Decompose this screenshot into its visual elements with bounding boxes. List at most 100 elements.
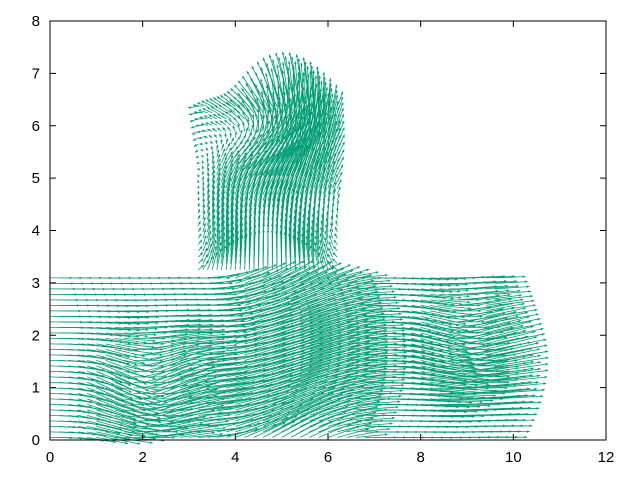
- vector-arrowhead: [153, 437, 156, 440]
- vector-arrowhead: [210, 146, 214, 149]
- vector-arrow: [68, 387, 105, 394]
- vector-arrowhead: [248, 143, 252, 147]
- vector-arrowhead: [234, 84, 237, 88]
- vector-arrowhead: [189, 119, 193, 122]
- vector-arrow: [420, 376, 479, 386]
- vector-arrow: [327, 152, 337, 176]
- vector-arrowhead: [213, 97, 217, 101]
- vector-arrow: [86, 376, 124, 390]
- vector-arrow: [485, 320, 532, 334]
- vector-arrow: [411, 349, 464, 363]
- vector-arrow: [485, 336, 538, 350]
- vector-arrowhead: [530, 354, 534, 357]
- vector-arrow: [337, 400, 381, 411]
- vector-arrow: [300, 354, 351, 372]
- vector-arrowhead: [497, 374, 501, 378]
- vector-arrow: [256, 61, 278, 107]
- vector-arrowhead: [215, 144, 219, 148]
- vector-arrow: [346, 277, 382, 284]
- vector-arrowhead: [125, 441, 128, 445]
- vector-arrow: [304, 149, 318, 189]
- vector-arrow: [226, 90, 245, 107]
- y-tick-label: 0: [32, 432, 40, 449]
- vector-arrowhead: [378, 395, 382, 398]
- vector-arrowhead: [246, 71, 250, 75]
- vector-arrowhead: [157, 416, 161, 419]
- vector-arrow: [281, 397, 323, 416]
- vector-arrowhead: [134, 355, 138, 359]
- vector-arrowhead: [480, 400, 483, 404]
- vector-arrow: [258, 134, 280, 164]
- vector-arrow: [211, 251, 218, 270]
- vector-arrow: [305, 242, 310, 270]
- vector-arrowhead: [193, 110, 197, 114]
- vector-arrow: [281, 80, 284, 132]
- vector-arrowhead: [380, 389, 384, 392]
- vector-arrow: [485, 275, 516, 279]
- vector-arrow: [221, 214, 225, 239]
- vector-arrowhead: [486, 382, 490, 386]
- vector-arrowhead: [260, 91, 264, 94]
- vector-arrowhead: [482, 343, 486, 346]
- vector-arrowhead: [245, 83, 249, 87]
- vector-arrow: [244, 264, 277, 279]
- vector-arrow: [290, 392, 334, 411]
- vector-arrowhead: [384, 362, 388, 365]
- vector-arrowhead: [389, 422, 393, 425]
- vector-arrowhead: [375, 271, 379, 274]
- vector-arrow: [476, 275, 506, 279]
- vector-arrow: [309, 345, 361, 361]
- vector-arrowhead: [471, 319, 474, 322]
- vector-arrowhead: [501, 353, 505, 357]
- vector-arrow: [124, 332, 157, 336]
- vector-arrowhead: [219, 120, 223, 124]
- vector-arrowhead: [329, 235, 332, 238]
- vector-arrowhead: [537, 348, 540, 351]
- vector-arrow: [234, 163, 245, 189]
- vector-arrowhead: [134, 370, 138, 373]
- vector-arrow: [337, 312, 385, 323]
- vector-arrowhead: [487, 404, 491, 407]
- vector-arrowhead: [198, 327, 201, 331]
- vector-arrowhead: [451, 296, 454, 300]
- vector-arrow: [318, 390, 364, 405]
- vector-arrow: [87, 354, 123, 363]
- vector-arrowhead: [460, 309, 464, 312]
- vector-arrowhead: [319, 233, 322, 237]
- x-tick-label: 10: [505, 449, 522, 466]
- vector-arrow: [297, 224, 301, 258]
- vector-arrowhead: [283, 136, 286, 140]
- vector-arrow: [439, 338, 486, 346]
- vector-arrow: [230, 153, 241, 170]
- vector-arrow: [346, 414, 386, 422]
- vector-arrow: [327, 304, 374, 317]
- vector-arrow: [290, 103, 312, 157]
- vector-arrowhead: [342, 127, 345, 131]
- vector-arrow: [309, 361, 360, 378]
- vector-arrowhead: [230, 155, 234, 159]
- vector-arrow: [245, 83, 264, 113]
- vector-arrowhead: [332, 258, 335, 262]
- vector-arrow: [337, 323, 387, 334]
- vector-arrow: [337, 345, 389, 356]
- vector-arrow: [245, 95, 259, 120]
- vector-arrow: [485, 375, 541, 383]
- vector-arrowhead: [208, 135, 212, 138]
- vector-arrow: [476, 335, 529, 350]
- vector-arrowhead: [331, 264, 335, 268]
- vector-arrow: [332, 89, 338, 113]
- vector-arrow: [272, 376, 320, 394]
- vector-arrowhead: [456, 323, 460, 327]
- vector-arrowhead: [492, 359, 496, 363]
- vector-arrowhead: [458, 354, 462, 357]
- vector-arrow: [281, 276, 321, 295]
- vector-arrow: [272, 337, 324, 356]
- vector-arrow: [327, 315, 377, 328]
- vector-arrow: [272, 315, 322, 334]
- vector-arrowhead: [540, 394, 544, 398]
- vector-arrowhead: [210, 249, 213, 253]
- vector-arrowhead: [202, 204, 206, 208]
- vector-arrow: [248, 133, 263, 151]
- vector-arrowhead: [449, 323, 452, 326]
- vector-arrow: [86, 409, 125, 422]
